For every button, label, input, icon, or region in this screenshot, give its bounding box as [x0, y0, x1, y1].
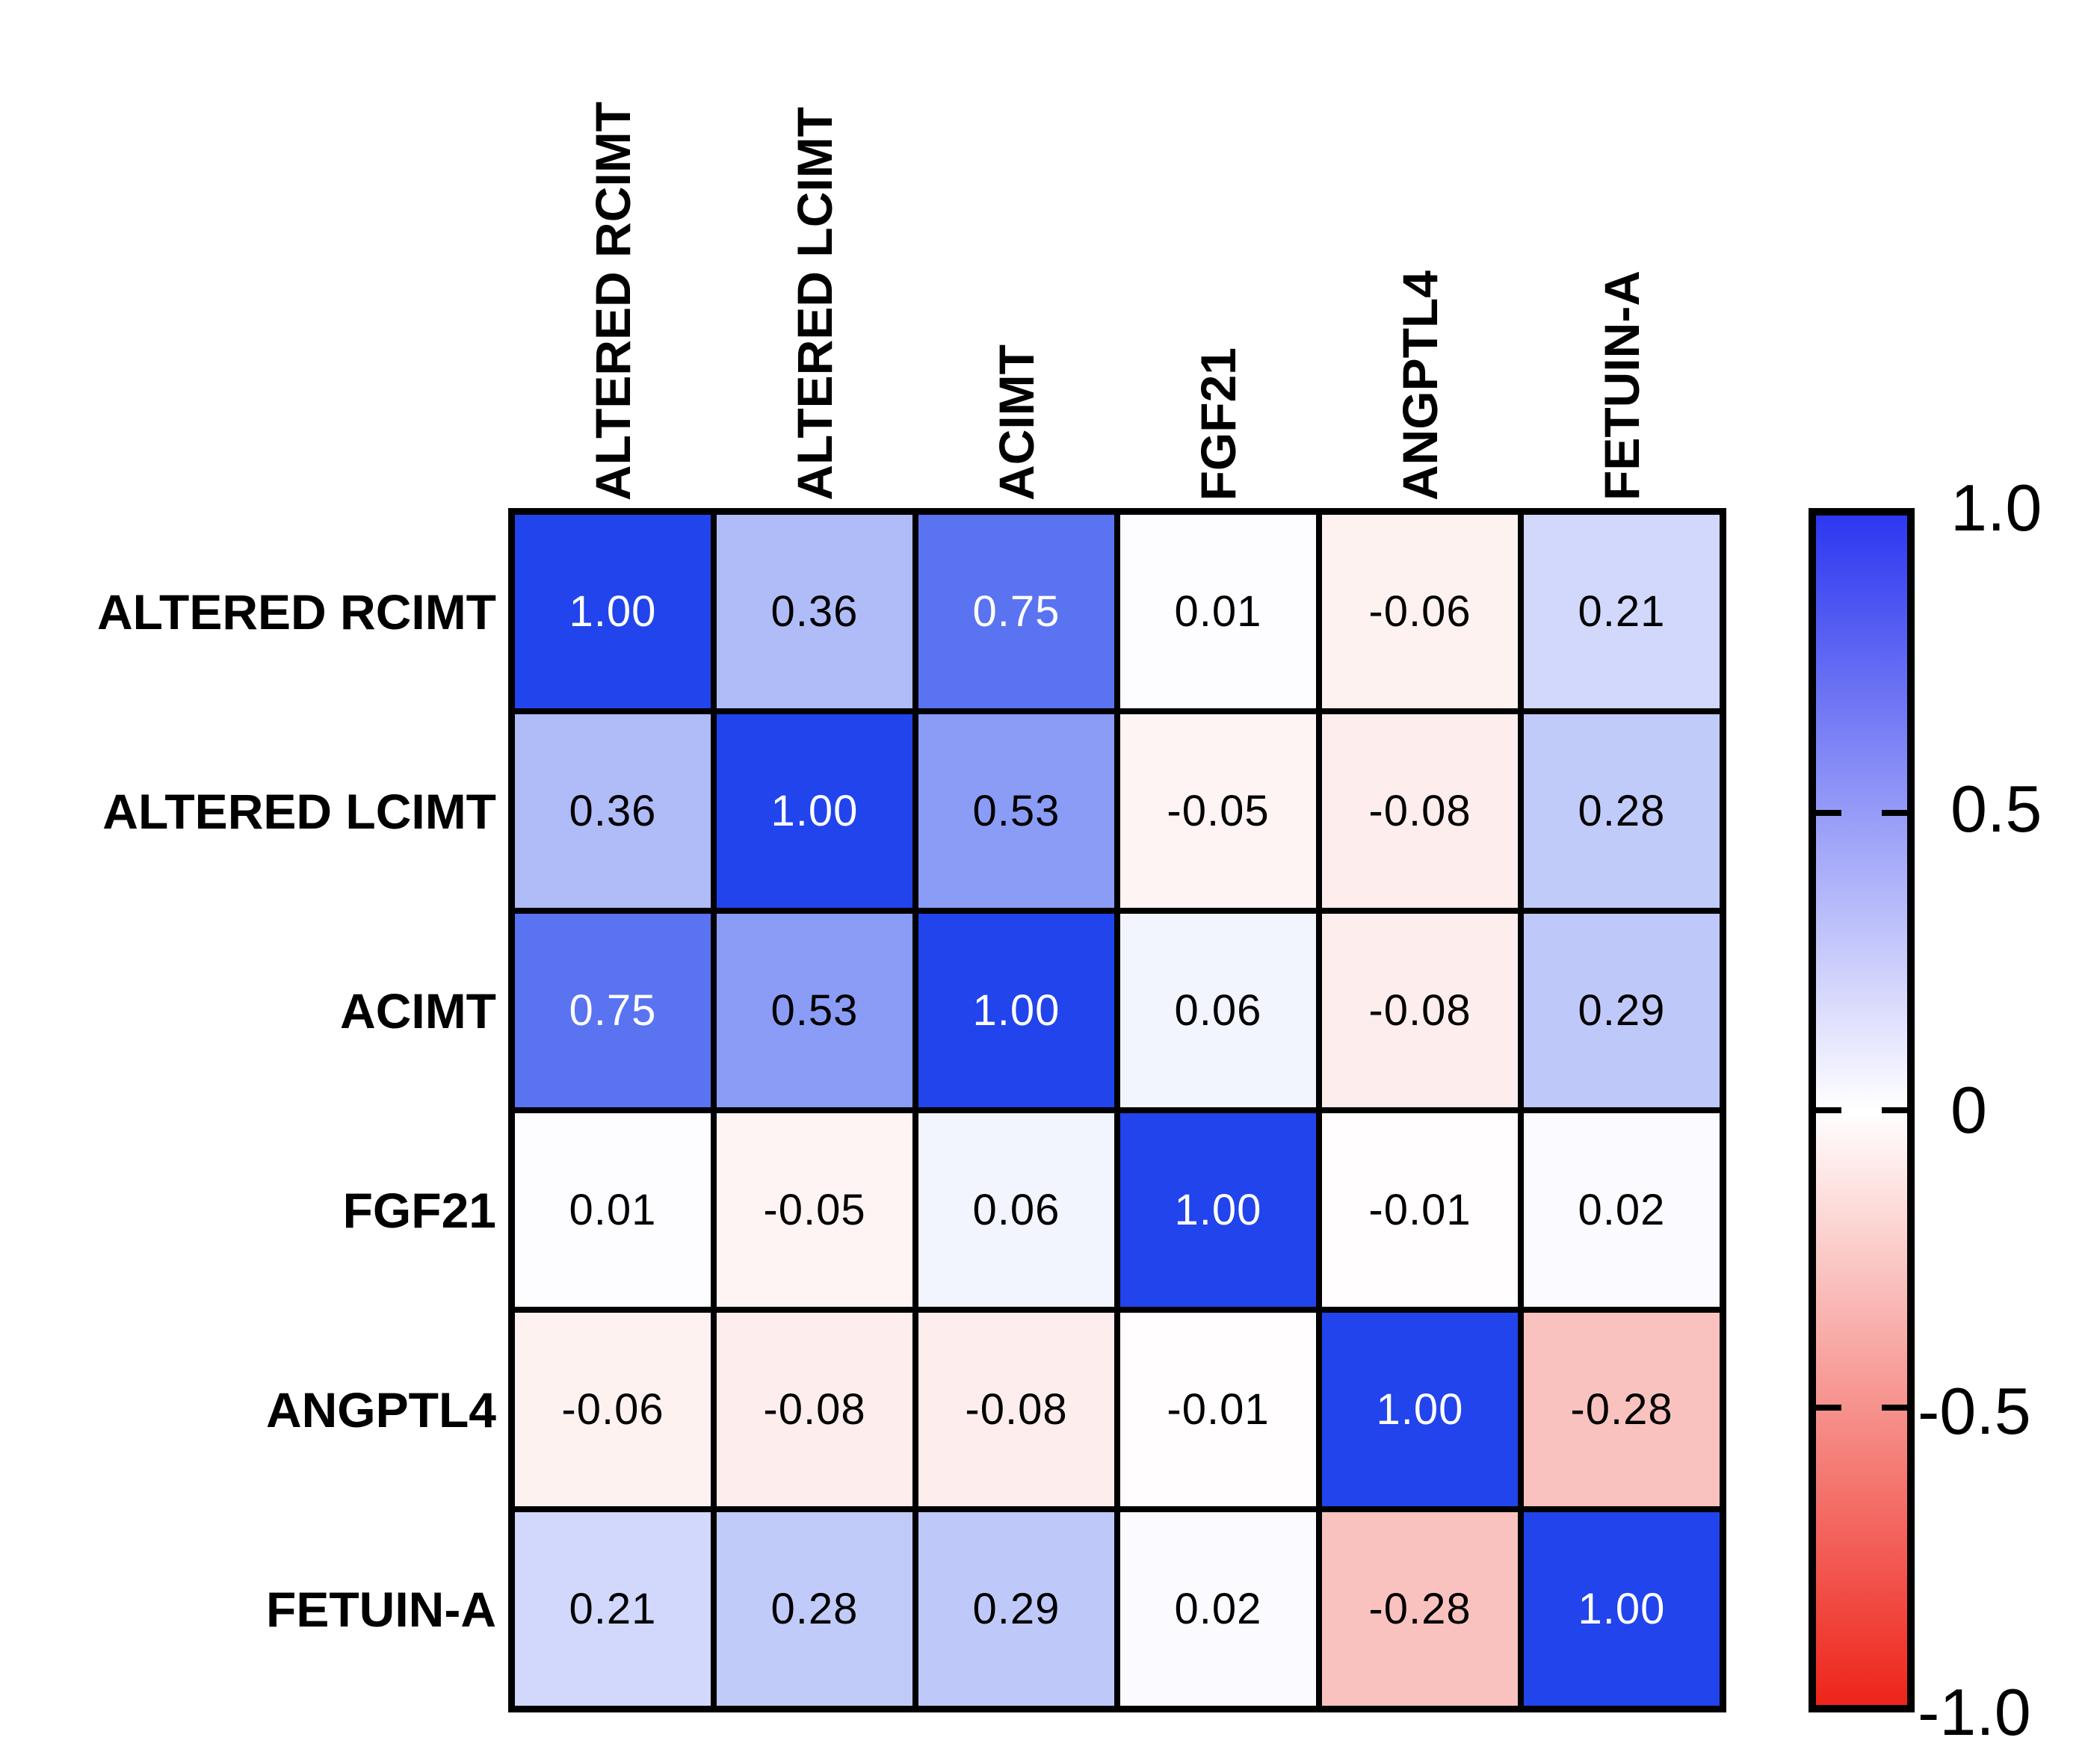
- heatmap-cell-altered-lcimt-fetuin-a: 0.28: [1524, 714, 1720, 908]
- heatmap-cell-fgf21-acimt: 0.06: [918, 1113, 1114, 1307]
- heatmap-cell-altered-lcimt-acimt: 0.53: [918, 714, 1114, 908]
- colorbar-tick-label-1-0: 1.0: [1951, 471, 2042, 545]
- colorbar-tick: [1882, 1107, 1907, 1113]
- col-label-text: FGF21: [1190, 347, 1246, 501]
- col-label-acimt: ACIMT: [986, 0, 1046, 501]
- col-label-angptl4: ANGPTL4: [1390, 0, 1450, 501]
- heatmap-cell-fgf21-altered-lcimt: -0.05: [717, 1113, 912, 1307]
- heatmap-cell-fetuin-a-acimt: 0.29: [918, 1512, 1114, 1706]
- heatmap-cell-acimt-fetuin-a: 0.29: [1524, 914, 1720, 1107]
- heatmap-cell-altered-lcimt-altered-lcimt: 1.00: [717, 714, 912, 908]
- heatmap-cell-altered-rcimt-angptl4: -0.06: [1322, 515, 1518, 708]
- colorbar-tick: [1816, 1405, 1841, 1411]
- row-label-acimt: ACIMT: [340, 982, 496, 1039]
- row-label-angptl4: ANGPTL4: [265, 1381, 496, 1437]
- col-label-text: ACIMT: [989, 344, 1044, 501]
- row-label-fetuin-a: FETUIN-A: [266, 1581, 496, 1637]
- row-label-altered-lcimt: ALTERED LCIMT: [102, 783, 496, 839]
- heatmap-cell-angptl4-acimt: -0.08: [918, 1313, 1114, 1506]
- heatmap-cell-fetuin-a-fgf21: 0.02: [1120, 1512, 1316, 1706]
- colorbar-tick: [1882, 810, 1907, 816]
- colorbar: [1809, 508, 1915, 1712]
- col-label-text: ALTERED RCIMT: [585, 101, 640, 501]
- colorbar-tick: [1882, 1405, 1907, 1411]
- heatmap-cell-acimt-angptl4: -0.08: [1322, 914, 1518, 1107]
- heatmap-cell-altered-lcimt-altered-rcimt: 0.36: [515, 714, 711, 908]
- heatmap-cell-fetuin-a-altered-rcimt: 0.21: [515, 1512, 711, 1706]
- heatmap-cell-acimt-acimt: 1.00: [918, 914, 1114, 1107]
- heatmap-cell-altered-rcimt-acimt: 0.75: [918, 515, 1114, 708]
- heatmap-cell-acimt-altered-rcimt: 0.75: [515, 914, 711, 1107]
- heatmap-cell-altered-rcimt-fetuin-a: 0.21: [1524, 515, 1720, 708]
- heatmap-grid: 1.00 0.36 0.75 0.01 -0.06 0.21 0.36 1.00 0.53 -0.…: [508, 508, 1726, 1712]
- heatmap-cell-altered-lcimt-fgf21: -0.05: [1120, 714, 1316, 908]
- row-label-fgf21: FGF21: [342, 1182, 496, 1238]
- heatmap-cell-fgf21-altered-rcimt: 0.01: [515, 1113, 711, 1307]
- heatmap-cell-fgf21-fetuin-a: 0.02: [1524, 1113, 1720, 1307]
- heatmap-cell-fgf21-angptl4: -0.01: [1322, 1113, 1518, 1307]
- col-label-text: FETUIN-A: [1594, 270, 1649, 501]
- col-label-altered-lcimt: ALTERED LCIMT: [785, 0, 844, 501]
- heatmap-cell-fetuin-a-fetuin-a: 1.00: [1524, 1512, 1720, 1706]
- heatmap-cell-angptl4-altered-lcimt: -0.08: [717, 1313, 912, 1506]
- heatmap-cell-altered-lcimt-angptl4: -0.08: [1322, 714, 1518, 908]
- heatmap-cell-altered-rcimt-fgf21: 0.01: [1120, 515, 1316, 708]
- col-label-fetuin-a: FETUIN-A: [1592, 0, 1652, 501]
- colorbar-tick: [1816, 1107, 1841, 1113]
- heatmap-cell-altered-rcimt-altered-rcimt: 1.00: [515, 515, 711, 708]
- heatmap-cell-fetuin-a-altered-lcimt: 0.28: [717, 1512, 912, 1706]
- heatmap-cell-angptl4-fgf21: -0.01: [1120, 1313, 1316, 1506]
- colorbar-tick-label-1-0: -1.0: [1918, 1675, 2031, 1749]
- col-label-text: ANGPTL4: [1392, 270, 1448, 501]
- colorbar-tick-label-0: 0: [1951, 1073, 1987, 1147]
- colorbar-tick-label-0-5: 0.5: [1951, 772, 2042, 846]
- heatmap-cell-fgf21-fgf21: 1.00: [1120, 1113, 1316, 1307]
- heatmap-cell-angptl4-angptl4: 1.00: [1322, 1313, 1518, 1506]
- heatmap-cell-altered-rcimt-altered-lcimt: 0.36: [717, 515, 912, 708]
- heatmap-cell-acimt-altered-lcimt: 0.53: [717, 914, 912, 1107]
- colorbar-tick-label-0-5: -0.5: [1918, 1374, 2031, 1448]
- col-label-text: ALTERED LCIMT: [787, 107, 842, 501]
- col-label-fgf21: FGF21: [1188, 0, 1248, 501]
- heatmap-cell-angptl4-altered-rcimt: -0.06: [515, 1313, 711, 1506]
- heatmap-cell-angptl4-fetuin-a: -0.28: [1524, 1313, 1720, 1506]
- heatmap-cell-acimt-fgf21: 0.06: [1120, 914, 1316, 1107]
- col-label-altered-rcimt: ALTERED RCIMT: [583, 0, 643, 501]
- row-label-altered-rcimt: ALTERED RCIMT: [96, 584, 496, 640]
- colorbar-tick: [1816, 810, 1841, 816]
- heatmap-cell-fetuin-a-angptl4: -0.28: [1322, 1512, 1518, 1706]
